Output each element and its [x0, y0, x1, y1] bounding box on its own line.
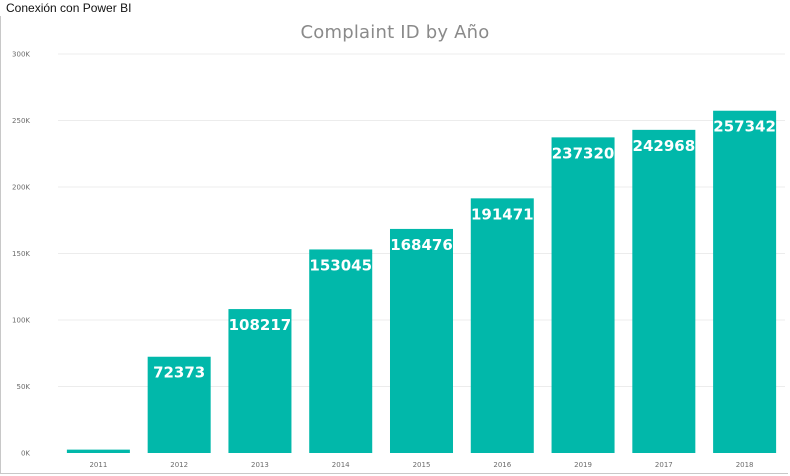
- data-label-2016: 191471: [471, 205, 534, 223]
- x-tick-label-2019: 2019: [574, 461, 592, 469]
- x-tick-label-2012: 2012: [170, 461, 188, 469]
- x-tick-label-2016: 2016: [493, 461, 511, 469]
- y-axis-ticks: 0K 50K 100K 150K 200K 250K 300K: [12, 51, 30, 458]
- x-tick-label-2013: 2013: [251, 461, 269, 469]
- chart-title: Complaint ID by Año: [300, 22, 490, 43]
- bar-2011[interactable]: [66, 449, 130, 453]
- data-label-2017: 242968: [633, 137, 696, 155]
- bars: [66, 110, 777, 454]
- bar-2012[interactable]: [147, 356, 211, 453]
- bar-2018[interactable]: [713, 110, 777, 453]
- x-tick-label-2011: 2011: [89, 461, 107, 469]
- bar-2017[interactable]: [632, 129, 696, 454]
- bar-2013[interactable]: [228, 309, 292, 453]
- y-tick-label: 50K: [17, 383, 31, 391]
- data-label-2018: 257342: [713, 118, 776, 136]
- y-tick-label: 200K: [12, 184, 30, 192]
- y-tick-label: 150K: [12, 250, 30, 258]
- bar-2019[interactable]: [551, 137, 615, 454]
- data-label-2014: 153045: [309, 256, 372, 274]
- x-axis-ticks: 2011 2012 2013 2014 2015 2016 2019 2017 2018: [89, 461, 753, 469]
- y-tick-label: 300K: [12, 51, 30, 59]
- x-tick-label-2017: 2017: [655, 461, 673, 469]
- window-title: Conexión con Power BI: [6, 1, 132, 15]
- bar-2014[interactable]: [309, 249, 373, 453]
- data-label-2015: 168476: [390, 236, 453, 254]
- x-tick-label-2014: 2014: [332, 461, 350, 469]
- bar-2015[interactable]: [389, 228, 454, 453]
- x-tick-label-2015: 2015: [413, 461, 431, 469]
- data-label-2012: 72373: [153, 364, 205, 382]
- data-label-2013: 108217: [229, 316, 292, 334]
- data-labels: 72373 108217 153045 168476 191471 237320 24296…: [153, 118, 776, 382]
- bar-2016[interactable]: [470, 198, 534, 453]
- y-tick-label: 0K: [21, 450, 30, 458]
- y-tick-label: 100K: [12, 317, 30, 325]
- y-tick-label: 250K: [12, 117, 30, 125]
- data-label-2019: 237320: [552, 144, 615, 162]
- x-tick-label-2018: 2018: [736, 461, 754, 469]
